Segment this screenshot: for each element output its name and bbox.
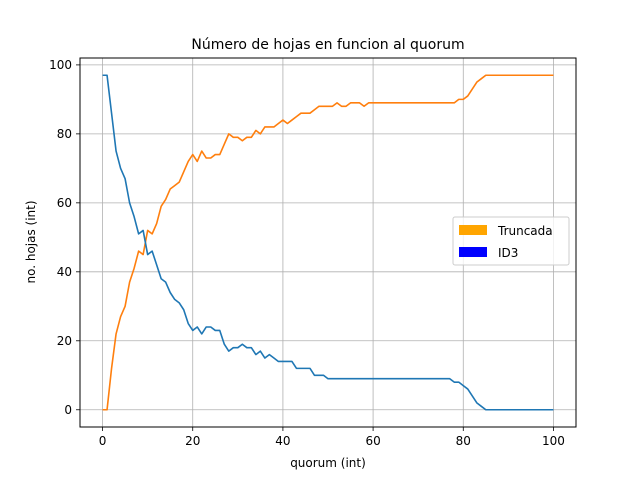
y-axis-label: no. hojas (int) [24,200,38,283]
x-tick-label: 100 [542,434,565,448]
legend: Truncada ID3 [452,216,570,266]
x-tick-label: 0 [99,434,107,448]
y-tick-label: 60 [57,196,72,210]
series-line-id3 [102,74,554,411]
y-tick-label: 0 [64,403,72,417]
legend-swatch-truncada [459,225,487,235]
legend-label-id3: ID3 [498,246,518,260]
x-tick-label: 60 [365,434,380,448]
x-axis: 0 20 40 60 80 100 [99,427,565,448]
x-tick-label: 80 [456,434,471,448]
y-tick-label: 40 [57,265,72,279]
x-tick-label: 40 [275,434,290,448]
legend-label-truncada: Truncada [497,224,553,238]
y-tick-label: 20 [57,334,72,348]
legend-swatch-id3 [459,247,487,257]
series-line-truncada [102,74,554,411]
y-tick-label: 100 [49,58,72,72]
x-axis-label: quorum (int) [290,456,366,470]
chart-title: Número de hojas en funcion al quorum [191,37,464,53]
y-axis: 0 20 40 60 80 100 [49,58,80,417]
plot-area-frame [79,57,577,428]
x-tick-label: 20 [185,434,200,448]
y-tick-label: 80 [57,127,72,141]
series-lines [102,74,554,411]
